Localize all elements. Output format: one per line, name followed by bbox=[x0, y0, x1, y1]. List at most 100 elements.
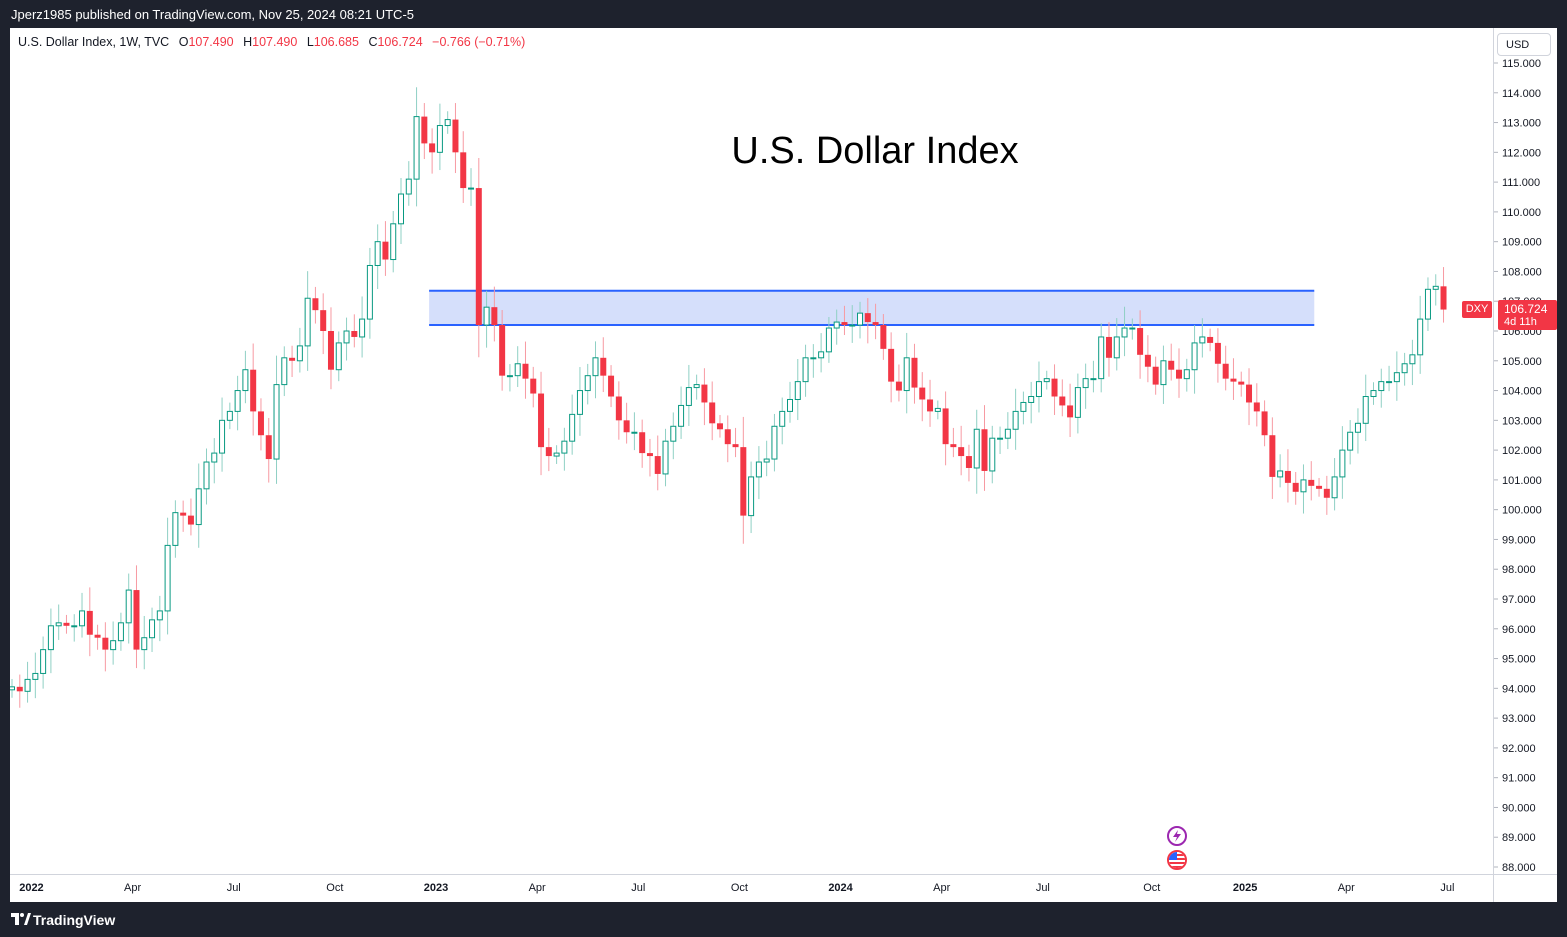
candle-body bbox=[421, 116, 428, 144]
legend-high-value: 107.490 bbox=[252, 35, 298, 49]
candle-body bbox=[1207, 336, 1214, 343]
time-axis-label: Oct bbox=[326, 882, 343, 894]
last-price: 106.724 bbox=[1504, 302, 1548, 316]
price-axis-label: 108.000 bbox=[1502, 266, 1542, 278]
candle-body bbox=[1113, 336, 1120, 359]
candle-body bbox=[732, 444, 739, 448]
footer-brand: TradingView bbox=[33, 912, 116, 928]
legend-open-value: 107.490 bbox=[188, 35, 234, 49]
candle-body bbox=[1137, 328, 1144, 355]
candle-body bbox=[623, 420, 630, 433]
candle-body bbox=[250, 369, 257, 412]
footer-bar: TradingView bbox=[0, 902, 1567, 937]
candle-body bbox=[693, 384, 700, 389]
price-axis-label: 91.000 bbox=[1502, 773, 1536, 785]
price-axis-label: 92.000 bbox=[1502, 743, 1536, 755]
candle-body bbox=[678, 404, 685, 427]
candle-body bbox=[1121, 327, 1128, 338]
currency-button[interactable]: USD bbox=[1497, 33, 1551, 56]
candle-body bbox=[436, 125, 443, 153]
candle-body bbox=[950, 444, 957, 448]
candle-body bbox=[1004, 428, 1011, 439]
candle-body bbox=[639, 432, 646, 454]
candle-body bbox=[444, 119, 451, 127]
candle-body bbox=[1090, 378, 1097, 381]
candle-body bbox=[545, 447, 552, 457]
candle-body bbox=[1393, 372, 1400, 383]
chart-title: U.S. Dollar Index bbox=[731, 130, 1019, 172]
candle-body bbox=[390, 223, 397, 261]
candle-body bbox=[1300, 479, 1307, 493]
candle-body bbox=[1160, 360, 1167, 386]
candle-body bbox=[1176, 369, 1182, 379]
candle-body bbox=[475, 188, 482, 326]
candle-body bbox=[927, 399, 934, 412]
candle-body bbox=[1067, 405, 1074, 418]
candle-body bbox=[880, 325, 887, 349]
candle-body bbox=[1074, 387, 1081, 418]
candle-body bbox=[273, 384, 280, 460]
candle-body bbox=[654, 456, 661, 474]
legend-high-label: H bbox=[243, 35, 253, 49]
candle-body bbox=[1316, 485, 1323, 489]
time-axis[interactable]: 2022 Apr Jul Oct 2023 Apr Jul Oct 2024 Apr Jul Oct 2… bbox=[10, 875, 1493, 902]
candle-body bbox=[499, 325, 506, 376]
symbol-tag: DXY bbox=[1462, 301, 1492, 318]
candle-body bbox=[997, 437, 1004, 440]
time-axis-label: Apr bbox=[529, 882, 546, 894]
candle-body bbox=[1339, 449, 1346, 478]
candle-body bbox=[257, 411, 264, 436]
candle-body bbox=[833, 321, 840, 329]
candle-body bbox=[203, 461, 210, 490]
candle-body bbox=[40, 649, 47, 674]
candle-body bbox=[468, 187, 475, 190]
candle-body bbox=[1323, 488, 1330, 498]
candle-body bbox=[219, 419, 226, 454]
chart-frame[interactable]: U.S. Dollar Index, 1W, TVC O107.490 H107… bbox=[10, 28, 1557, 902]
chart-plot[interactable] bbox=[10, 28, 1493, 875]
candle-body bbox=[1012, 410, 1019, 430]
candle-body bbox=[1401, 363, 1408, 374]
candle-body bbox=[662, 440, 669, 475]
candle-body bbox=[102, 637, 109, 650]
candle-body bbox=[724, 429, 731, 445]
candle-body bbox=[351, 331, 358, 337]
time-axis-label: Apr bbox=[1338, 882, 1355, 894]
candle-body bbox=[187, 515, 194, 525]
publish-line: Jperz1985 published on TradingView.com, … bbox=[11, 7, 415, 22]
candle-body bbox=[934, 407, 941, 412]
candle-body bbox=[335, 342, 342, 371]
candle-body bbox=[1222, 363, 1229, 379]
candle-body bbox=[818, 351, 825, 359]
candle-body bbox=[1246, 384, 1253, 403]
candle-body bbox=[398, 193, 404, 225]
price-axis-label: 113.000 bbox=[1502, 118, 1541, 130]
price-axis-label: 109.000 bbox=[1502, 237, 1542, 249]
price-axis-label: 90.000 bbox=[1502, 802, 1536, 814]
candle-body bbox=[763, 458, 770, 463]
lightning-icon[interactable] bbox=[1167, 826, 1187, 846]
candle-body bbox=[1370, 390, 1377, 398]
candle-body bbox=[771, 425, 778, 460]
candle-body bbox=[911, 357, 918, 388]
us-flag-icon[interactable] bbox=[1167, 850, 1187, 870]
candle-body bbox=[1059, 396, 1066, 406]
candle-body bbox=[794, 381, 801, 400]
candle-body bbox=[327, 331, 334, 370]
candle-body bbox=[79, 610, 86, 627]
candle-body bbox=[304, 297, 311, 347]
price-axis[interactable]: 115.000 114.000 113.000 112.000 111.000 110.0… bbox=[1494, 28, 1557, 875]
time-axis-label: 2022 bbox=[19, 882, 43, 894]
candle-body bbox=[825, 327, 832, 353]
candle-body bbox=[94, 634, 101, 638]
candle-body bbox=[1432, 285, 1439, 290]
candle-body bbox=[615, 396, 622, 421]
price-axis-label: 101.000 bbox=[1502, 475, 1542, 487]
last-price-tag: 106.724 4d 11h bbox=[1498, 300, 1557, 330]
candle-body bbox=[156, 610, 163, 621]
time-axis-label: Jul bbox=[631, 882, 645, 894]
candle-body bbox=[1354, 422, 1361, 433]
zone-rect bbox=[429, 290, 1315, 326]
price-axis-label: 112.000 bbox=[1502, 147, 1541, 159]
candle-body bbox=[530, 378, 537, 394]
